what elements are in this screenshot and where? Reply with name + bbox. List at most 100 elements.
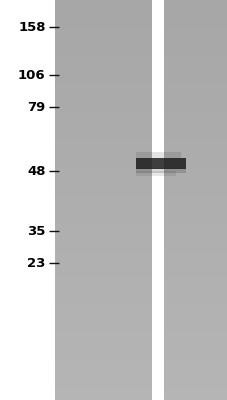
Bar — [163, 360, 227, 364]
Bar — [163, 372, 227, 376]
Bar — [54, 240, 152, 244]
Bar — [163, 236, 227, 240]
Bar — [54, 208, 152, 212]
Bar — [163, 36, 227, 40]
Bar — [135, 158, 185, 169]
Bar — [163, 80, 227, 84]
Bar — [54, 340, 152, 344]
Bar — [54, 4, 152, 8]
Bar — [54, 148, 152, 152]
Bar — [163, 336, 227, 340]
Bar — [54, 176, 152, 180]
Bar — [163, 340, 227, 344]
Bar — [54, 256, 152, 260]
Bar — [163, 0, 227, 4]
Bar — [163, 204, 227, 208]
Bar — [163, 4, 227, 8]
Bar — [54, 52, 152, 56]
Text: 106: 106 — [18, 69, 45, 82]
Bar — [163, 304, 227, 308]
Bar — [163, 108, 227, 112]
Bar — [163, 312, 227, 316]
Bar — [163, 300, 227, 304]
Bar — [163, 380, 227, 384]
Bar — [163, 40, 227, 44]
Bar — [163, 316, 227, 320]
Bar — [54, 80, 152, 84]
Bar — [54, 72, 152, 76]
Bar — [54, 372, 152, 376]
Bar — [163, 84, 227, 88]
Bar — [151, 0, 163, 400]
Bar — [163, 48, 227, 52]
Bar — [163, 116, 227, 120]
Bar — [163, 24, 227, 28]
Bar — [163, 368, 227, 372]
Bar — [135, 171, 175, 176]
Bar — [163, 212, 227, 216]
Bar — [54, 156, 152, 160]
Bar — [54, 56, 152, 60]
Text: 48: 48 — [27, 165, 45, 178]
Bar — [163, 164, 227, 168]
Bar — [54, 112, 152, 116]
Bar — [54, 88, 152, 92]
Bar — [54, 24, 152, 28]
Bar — [163, 396, 227, 400]
Bar — [163, 328, 227, 332]
Bar — [163, 288, 227, 292]
Bar — [54, 196, 152, 200]
Bar — [54, 100, 152, 104]
Bar — [54, 364, 152, 368]
Bar — [54, 264, 152, 268]
Bar — [163, 152, 227, 156]
Bar — [54, 92, 152, 96]
Bar — [54, 268, 152, 272]
Bar — [54, 128, 152, 132]
Bar — [135, 168, 185, 173]
Bar — [54, 120, 152, 124]
Bar — [163, 332, 227, 336]
Bar — [163, 256, 227, 260]
Bar — [54, 0, 152, 4]
Bar — [54, 368, 152, 372]
Bar — [54, 184, 152, 188]
Bar — [163, 128, 227, 132]
Bar — [54, 32, 152, 36]
Bar — [163, 376, 227, 380]
Bar — [54, 124, 152, 128]
Text: 79: 79 — [27, 101, 45, 114]
Bar — [54, 68, 152, 72]
Bar — [54, 16, 152, 20]
Bar — [163, 352, 227, 356]
Bar — [163, 268, 227, 272]
Bar — [163, 208, 227, 212]
Bar — [163, 228, 227, 232]
Bar — [163, 248, 227, 252]
Bar — [54, 376, 152, 380]
Bar — [163, 296, 227, 300]
Bar — [163, 344, 227, 348]
Bar — [163, 232, 227, 236]
Bar — [163, 168, 227, 172]
Bar — [163, 172, 227, 176]
Bar — [54, 48, 152, 52]
Bar — [54, 344, 152, 348]
Bar — [54, 212, 152, 216]
Bar — [54, 200, 152, 204]
Bar — [163, 32, 227, 36]
Bar — [54, 216, 152, 220]
Bar — [163, 320, 227, 324]
Bar — [163, 104, 227, 108]
Bar — [163, 188, 227, 192]
Bar — [54, 44, 152, 48]
Bar — [163, 140, 227, 144]
Bar — [54, 8, 152, 12]
Bar — [54, 108, 152, 112]
Bar — [163, 244, 227, 248]
Bar — [54, 396, 152, 400]
Bar — [163, 252, 227, 256]
Bar — [54, 388, 152, 392]
Bar — [54, 20, 152, 24]
Bar — [163, 28, 227, 32]
